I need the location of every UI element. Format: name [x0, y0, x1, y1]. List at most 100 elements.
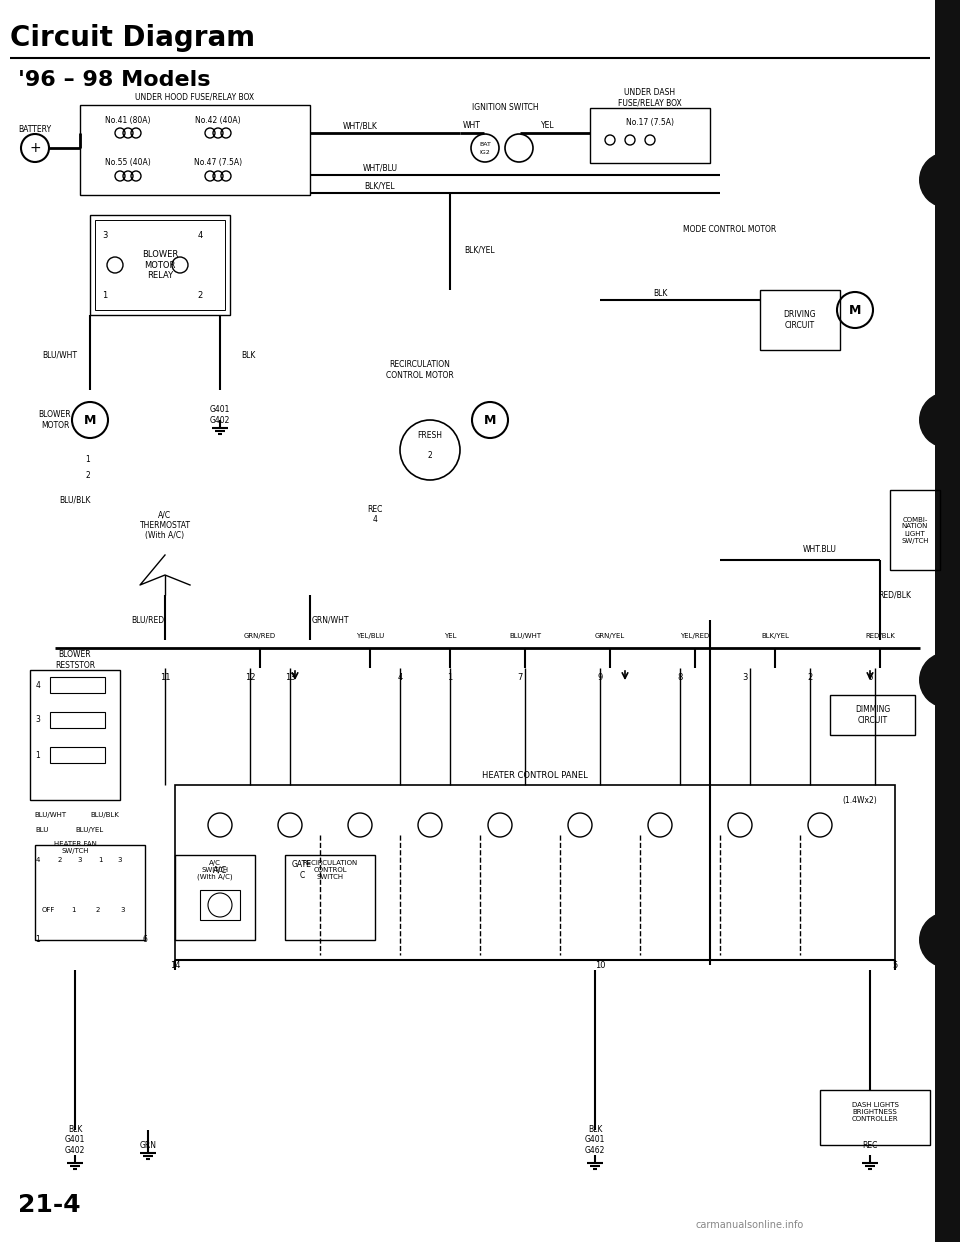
Text: IG2: IG2 [480, 149, 491, 154]
Text: 2: 2 [58, 857, 62, 863]
Text: 3: 3 [78, 857, 83, 863]
Text: 1: 1 [85, 456, 90, 465]
Text: GRN/YEL: GRN/YEL [595, 633, 625, 638]
Text: RED/BLK: RED/BLK [878, 590, 911, 600]
Text: 4: 4 [36, 681, 40, 689]
Text: 2: 2 [427, 451, 432, 460]
Text: 4: 4 [36, 857, 40, 863]
Circle shape [919, 392, 960, 448]
Text: BLK/YEL: BLK/YEL [465, 246, 495, 255]
Circle shape [919, 652, 960, 708]
Text: G401
G402: G401 G402 [210, 405, 230, 425]
Text: 6: 6 [867, 673, 873, 683]
Text: BLOWER
MOTOR: BLOWER MOTOR [38, 410, 71, 430]
Text: YEL/BLU: YEL/BLU [356, 633, 384, 638]
Text: No.42 (40A): No.42 (40A) [195, 116, 241, 124]
Text: 3: 3 [742, 673, 748, 683]
Text: BLK/YEL: BLK/YEL [365, 181, 396, 190]
Text: 1: 1 [36, 750, 40, 760]
Bar [935, 0, 960, 1242]
Text: BLU/BLK: BLU/BLK [60, 496, 91, 504]
Text: YEL/RED: YEL/RED [681, 633, 709, 638]
Text: +: + [29, 142, 41, 155]
Bar [50, 746, 105, 763]
Text: FRESH: FRESH [418, 431, 443, 440]
Text: G401
G462: G401 G462 [585, 1135, 605, 1155]
Text: BAT: BAT [479, 142, 491, 147]
Bar [30, 669, 120, 800]
Text: YEL: YEL [541, 122, 555, 130]
Text: WHT/BLK: WHT/BLK [343, 122, 377, 130]
Text: 9: 9 [597, 673, 603, 683]
Text: 3: 3 [103, 231, 108, 240]
Bar [95, 220, 225, 310]
Bar [890, 491, 940, 570]
Text: DRIVING
CIRCUIT: DRIVING CIRCUIT [783, 310, 816, 329]
Text: GRN: GRN [139, 1140, 156, 1150]
Text: GATE
C: GATE C [292, 861, 312, 879]
Text: 3: 3 [118, 857, 122, 863]
Bar [200, 891, 240, 920]
Text: 3: 3 [36, 715, 40, 724]
Text: No.55 (40A): No.55 (40A) [106, 159, 151, 168]
Bar [285, 854, 375, 940]
Text: 1: 1 [447, 673, 452, 683]
Text: 2: 2 [85, 471, 90, 479]
Text: 2: 2 [198, 291, 203, 299]
Text: YEL: YEL [444, 633, 456, 638]
Text: BLU: BLU [36, 827, 49, 833]
Text: M: M [849, 303, 861, 317]
Text: GRN/WHT: GRN/WHT [311, 616, 348, 625]
Text: BLK: BLK [588, 1125, 602, 1134]
Text: 14: 14 [170, 960, 180, 970]
Text: 1: 1 [103, 291, 108, 299]
Text: BATTERY: BATTERY [18, 125, 52, 134]
Bar [830, 696, 915, 735]
Bar [175, 785, 895, 960]
Text: WHT/BLU: WHT/BLU [363, 164, 397, 173]
Text: A/C
THERMOSTAT
(With A/C): A/C THERMOSTAT (With A/C) [139, 510, 190, 540]
Text: BLU/YEL: BLU/YEL [76, 827, 104, 833]
Text: 4: 4 [372, 515, 377, 524]
Text: HEATER FAN
SW/TCH: HEATER FAN SW/TCH [54, 841, 96, 853]
Text: RED/BLK: RED/BLK [865, 633, 895, 638]
Text: DIMMING
CIRCUIT: DIMMING CIRCUIT [855, 705, 891, 724]
Circle shape [919, 152, 960, 207]
Text: BLU/BLK: BLU/BLK [90, 812, 119, 818]
Text: Circuit Diagram: Circuit Diagram [10, 24, 255, 52]
Text: 1: 1 [71, 907, 75, 913]
Text: WHT.BLU: WHT.BLU [804, 545, 837, 554]
Text: COMBI-
NATION
LIGHT
SW/TCH: COMBI- NATION LIGHT SW/TCH [901, 517, 928, 544]
Text: 2: 2 [807, 673, 812, 683]
Text: 6: 6 [143, 935, 148, 944]
Text: 5: 5 [893, 960, 898, 970]
Text: WHT: WHT [463, 122, 481, 130]
Text: A/C: A/C [213, 866, 228, 874]
Text: BLU/WHT: BLU/WHT [509, 633, 541, 638]
Text: BLU/RED: BLU/RED [132, 616, 164, 625]
Text: BLU/WHT: BLU/WHT [34, 812, 66, 818]
Text: BLOWER
MOTOR
RELAY: BLOWER MOTOR RELAY [142, 250, 179, 279]
Text: 3: 3 [121, 907, 125, 913]
Bar [175, 854, 255, 940]
Text: GRN/RED: GRN/RED [244, 633, 276, 638]
Text: OFF: OFF [41, 907, 55, 913]
Text: REC: REC [368, 505, 383, 514]
Text: BLOWER
RESTSTOR: BLOWER RESTSTOR [55, 651, 95, 669]
Text: 4: 4 [198, 231, 203, 240]
Text: UNDER HOOD FUSE/RELAY BOX: UNDER HOOD FUSE/RELAY BOX [135, 92, 254, 102]
Text: UNDER DASH
FUSE/RELAY BOX: UNDER DASH FUSE/RELAY BOX [618, 88, 682, 108]
Text: '96 – 98 Models: '96 – 98 Models [18, 70, 210, 89]
Bar [35, 845, 145, 940]
Text: M: M [484, 414, 496, 426]
Text: 8: 8 [678, 673, 683, 683]
Text: carmanualsonline.info: carmanualsonline.info [696, 1220, 804, 1230]
Bar [50, 677, 105, 693]
Text: 2: 2 [96, 907, 100, 913]
Bar [760, 289, 840, 350]
Text: 1: 1 [36, 935, 40, 944]
Text: 1: 1 [98, 857, 103, 863]
Text: 11: 11 [159, 673, 170, 683]
Text: 10: 10 [595, 960, 605, 970]
Text: 21-4: 21-4 [18, 1194, 81, 1217]
